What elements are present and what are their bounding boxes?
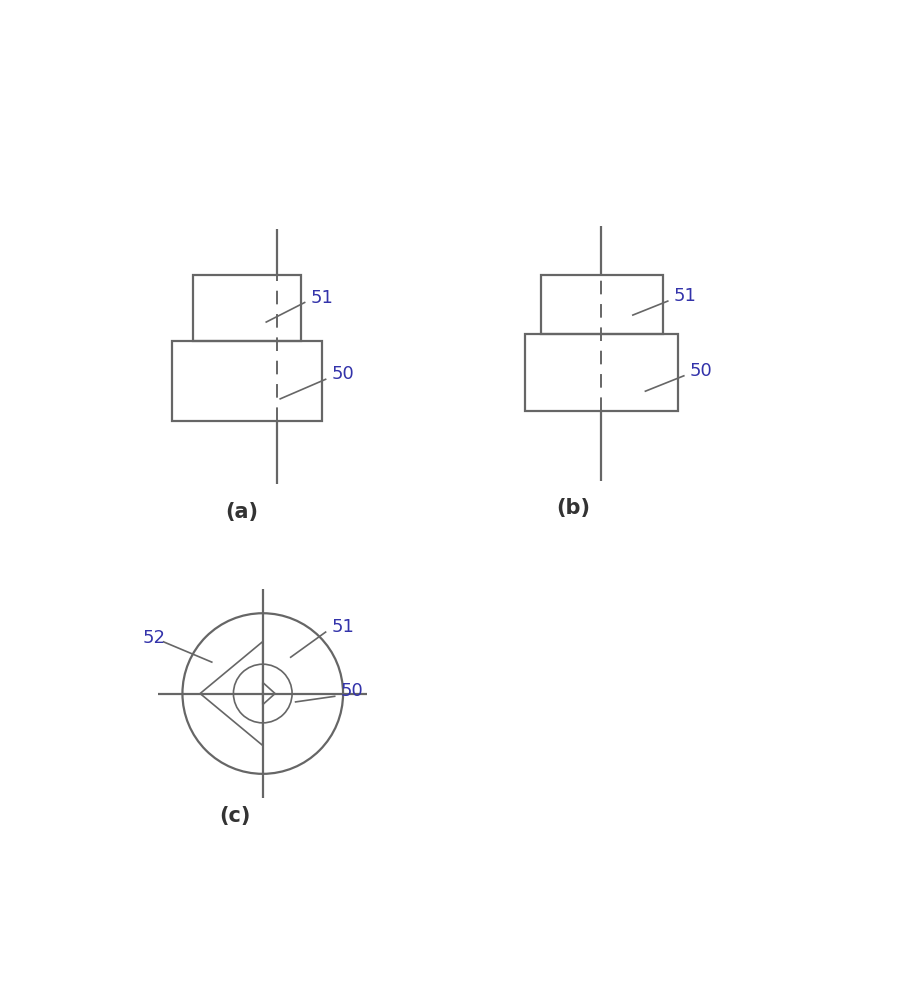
Text: 50: 50 (332, 365, 354, 383)
Bar (524, 334, 678, 411)
Text: 52: 52 (142, 629, 166, 647)
Bar (541, 275, 663, 334)
Text: 50: 50 (341, 682, 363, 700)
Text: 51: 51 (332, 618, 354, 636)
Text: 51: 51 (673, 287, 696, 305)
Bar (172, 341, 323, 421)
Text: (a): (a) (225, 502, 259, 522)
Text: (b): (b) (557, 498, 590, 518)
Text: 50: 50 (689, 362, 712, 380)
Bar (193, 275, 301, 341)
Text: 51: 51 (310, 289, 333, 307)
Text: (c): (c) (219, 806, 250, 826)
